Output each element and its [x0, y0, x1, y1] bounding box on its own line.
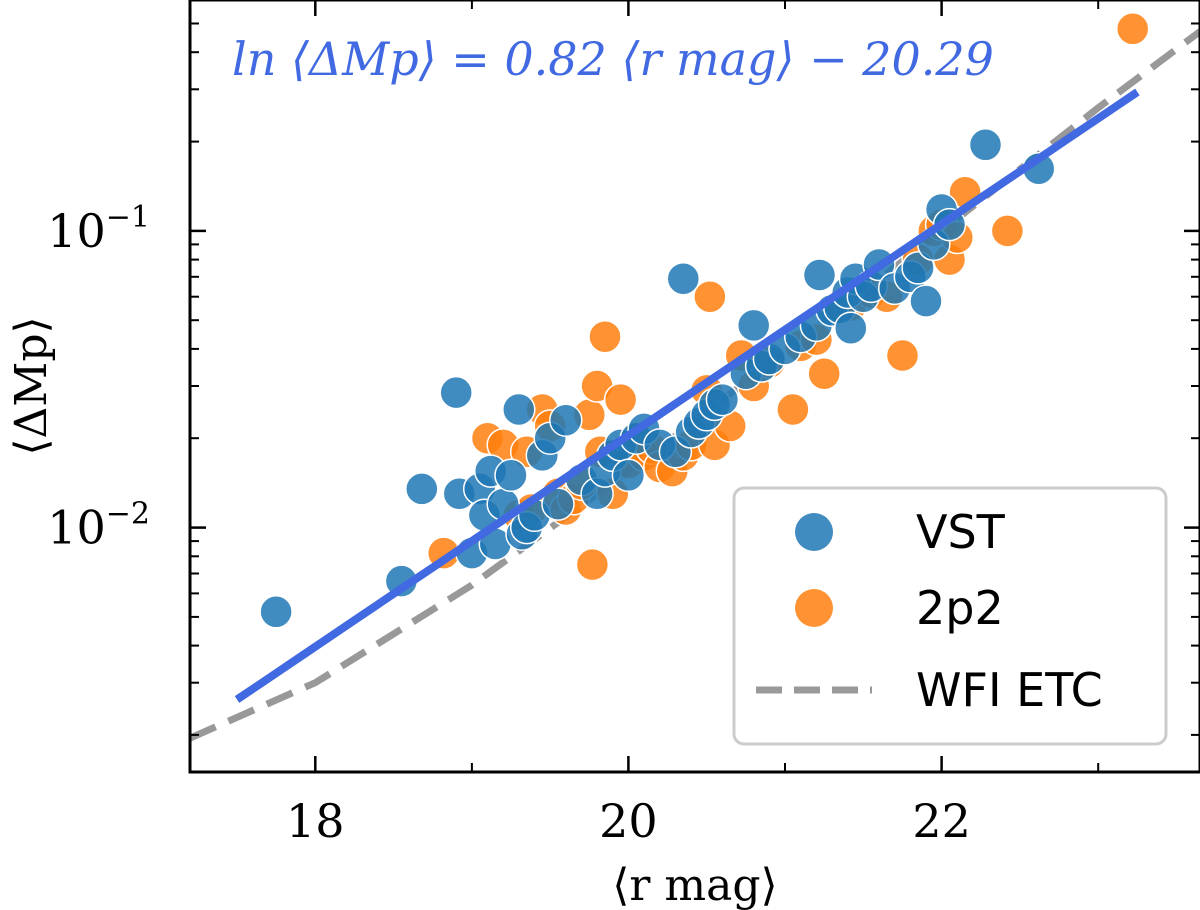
x-tick-label: 20	[599, 794, 658, 848]
vst-point	[736, 308, 771, 343]
y-tick-exponent: −1	[106, 200, 150, 235]
legend-2p2-label: 2p2	[916, 581, 1004, 635]
y-tick-label-0: 10−2	[47, 497, 150, 555]
y-axis-title: ⟨ΔMp⟩	[6, 316, 57, 455]
vst-point	[439, 375, 473, 410]
p2p2-point	[807, 356, 841, 391]
legend-vst-label: VST	[916, 505, 1006, 559]
x-tick-label: 18	[286, 794, 345, 848]
vst-point	[901, 251, 935, 285]
p2p2-point	[885, 338, 920, 373]
y-tick-label-1: 10−1	[47, 200, 150, 258]
vst-point	[968, 128, 1003, 162]
vst-point	[666, 261, 701, 296]
fit-equation-annotation: ln ⟨ΔMp⟩ = 0.82 ⟨r mag⟩ − 20.29	[232, 32, 994, 86]
vst-point	[502, 392, 536, 427]
vst-point	[834, 311, 868, 345]
vst-point	[405, 472, 439, 506]
fit-line-series	[234, 88, 1140, 703]
p2p2-point	[575, 547, 610, 582]
y-tick-exponent: −2	[106, 497, 150, 532]
legend-vst-marker	[795, 513, 833, 551]
vst-point	[802, 258, 837, 292]
p2p2-point	[1115, 12, 1150, 46]
vst-point	[549, 403, 583, 437]
vst-point	[909, 284, 943, 318]
y-tick-base: 10	[47, 204, 106, 258]
p2p2-point	[776, 392, 810, 427]
p2p2-point	[990, 214, 1025, 248]
fit-line	[234, 88, 1140, 703]
p2p2-point	[603, 382, 638, 417]
p2p2-point	[588, 319, 622, 354]
vst-point	[541, 487, 575, 521]
x-tick-label: 22	[912, 794, 971, 848]
axis-ticks	[190, 0, 1200, 772]
legend: VST 2p2 WFI ETC	[732, 486, 1168, 746]
vst-point	[494, 458, 528, 493]
x-tick-labels: 18 20 22	[286, 794, 971, 848]
legend-box	[732, 486, 1168, 746]
p2p2-point	[693, 279, 727, 314]
vst-point	[705, 382, 740, 417]
x-axis-title: ⟨r mag⟩	[612, 860, 777, 910]
legend-2p2-marker	[795, 589, 833, 627]
legend-wfi-etc-label: WFI ETC	[916, 663, 1103, 717]
y-tick-base: 10	[47, 501, 106, 555]
vst-point	[259, 595, 293, 629]
vst-point	[611, 458, 646, 493]
